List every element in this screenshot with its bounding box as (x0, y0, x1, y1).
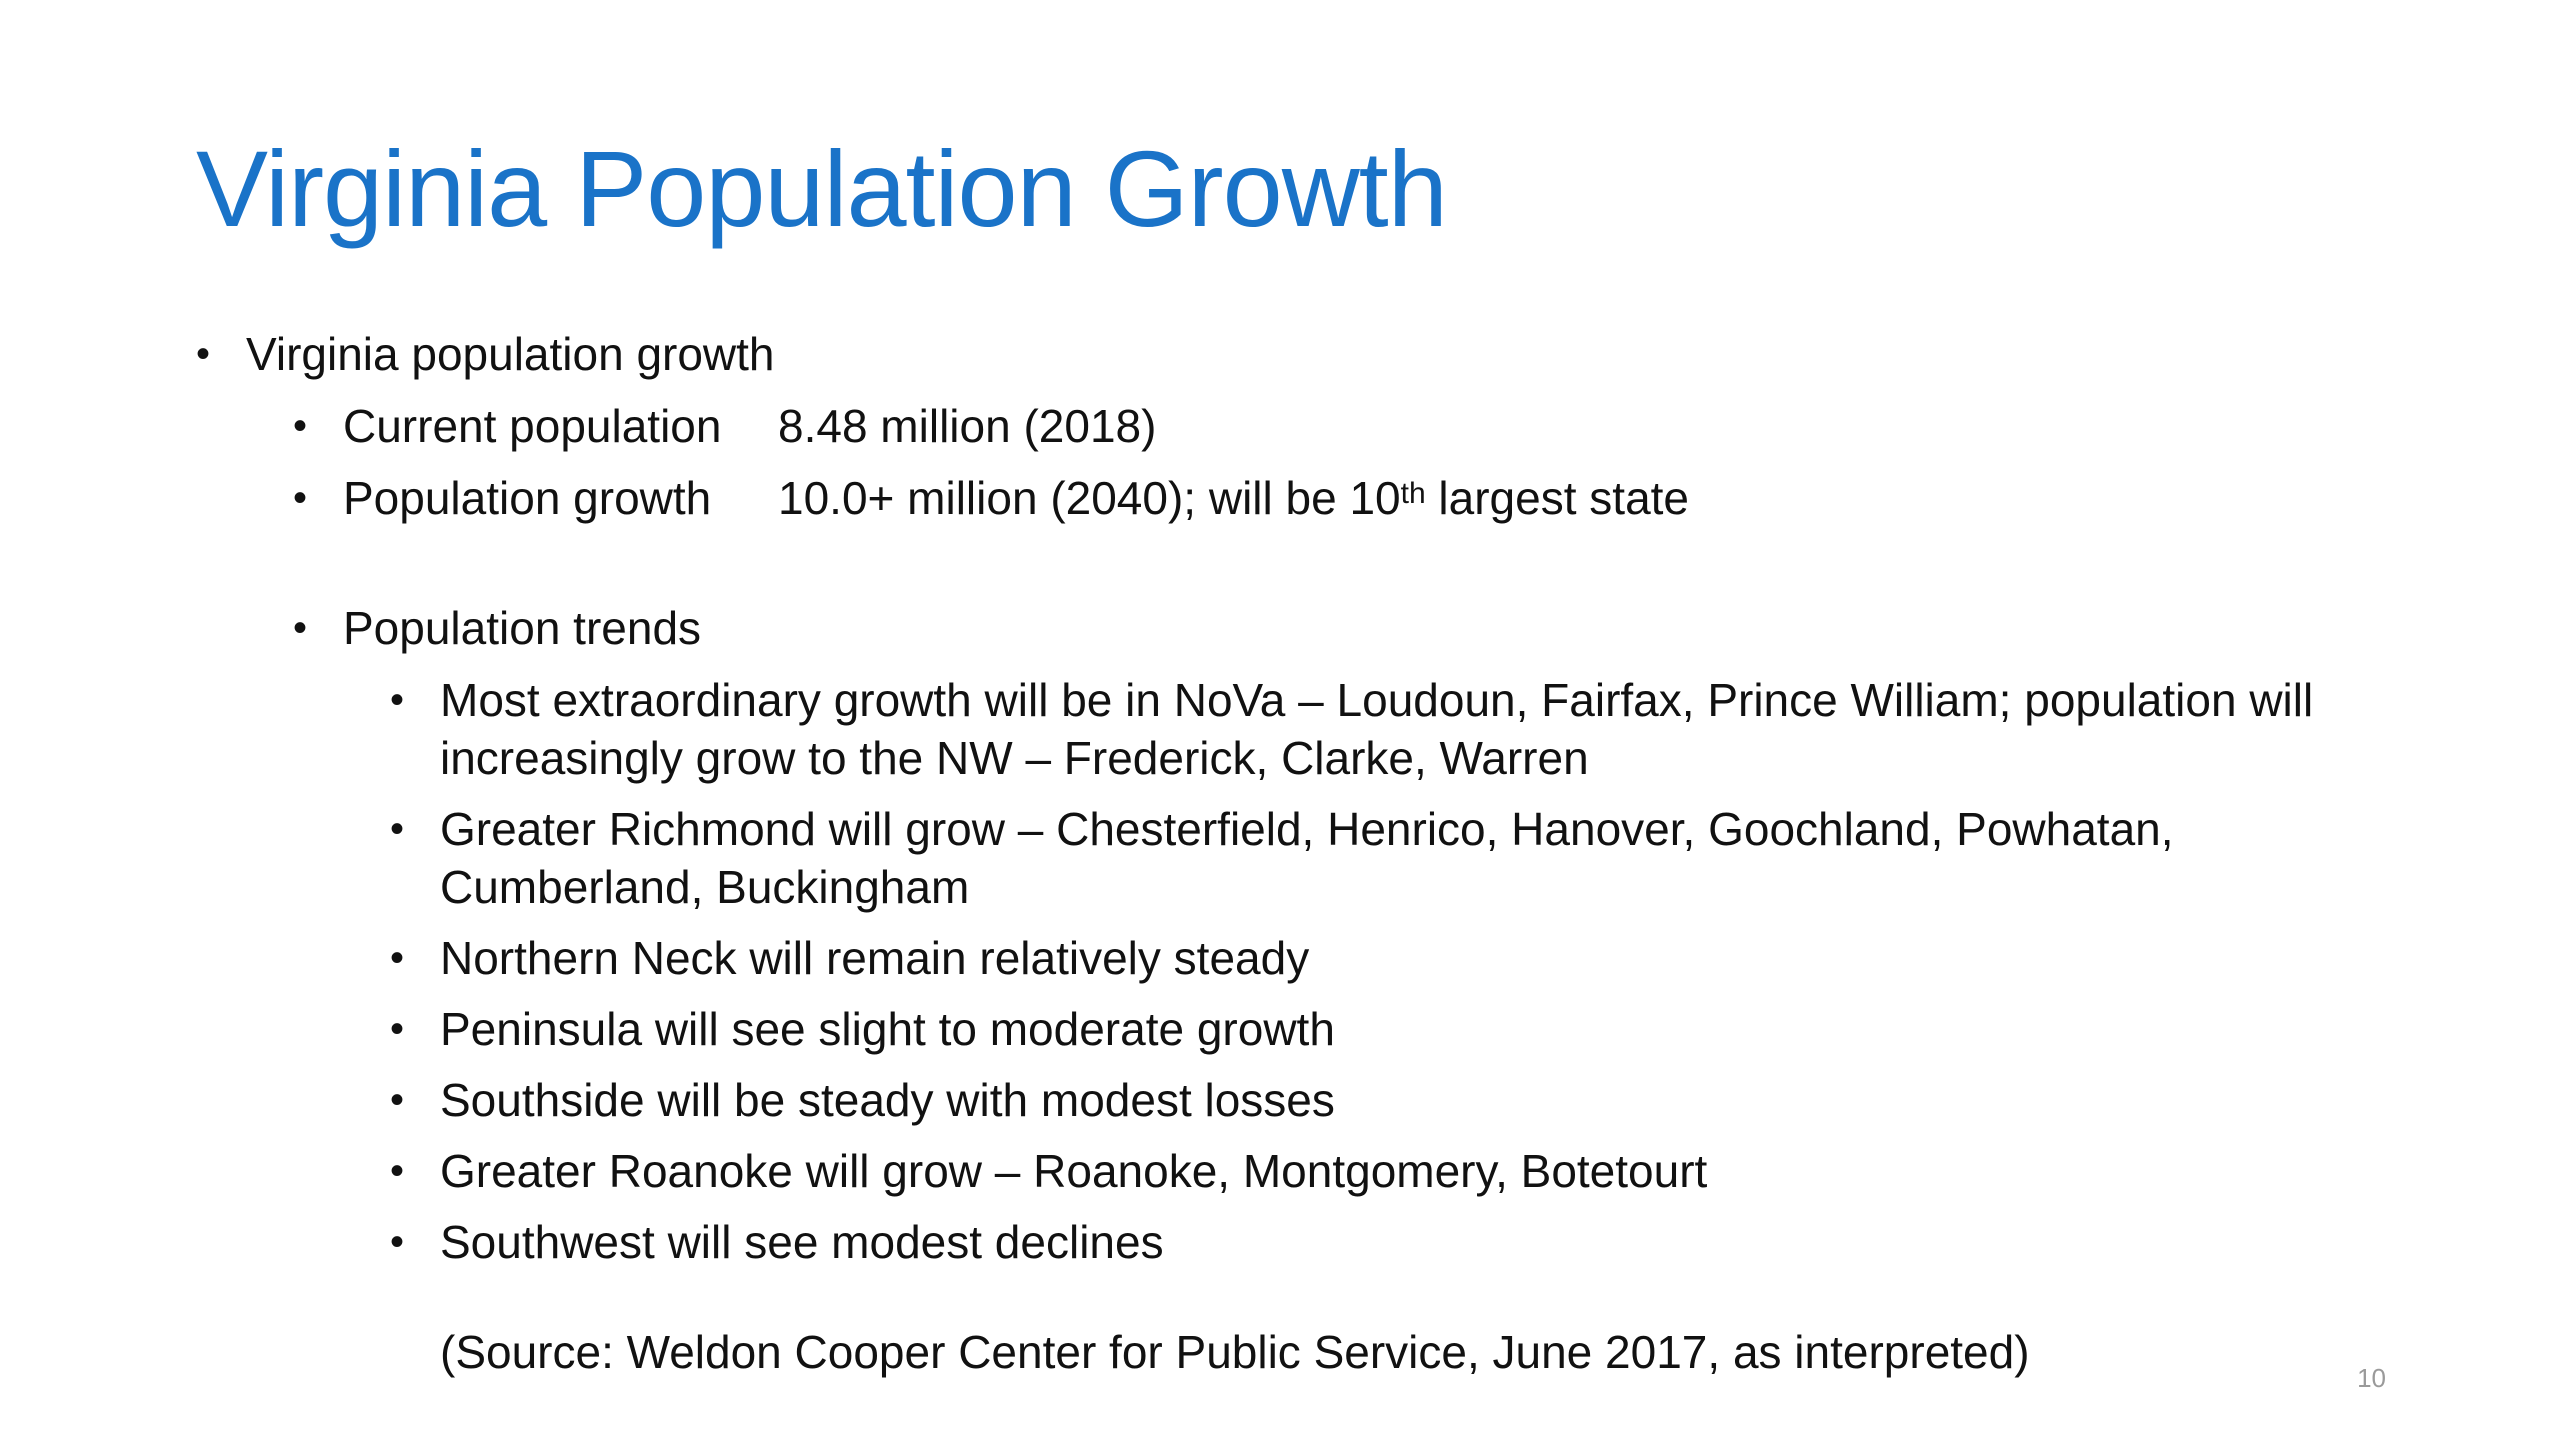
bullet-dot-icon: • (390, 807, 405, 851)
trend-item-text: Greater Roanoke will grow – Roanoke, Mon… (440, 1145, 1708, 1197)
slide-title: Virginia Population Growth (196, 128, 1448, 249)
bullet-dot-icon: • (390, 1078, 405, 1122)
trend-item-text: Southwest will see modest declines (440, 1216, 1164, 1268)
bullet-dot-icon: • (293, 606, 308, 650)
bullet-dot-icon: • (196, 332, 211, 376)
population-growth-value: 10.0+ million (2040); will be 10 (778, 472, 1401, 524)
bullet-level1: • Virginia population growth (196, 325, 2416, 383)
bullet-population-trends: • Population trends (196, 599, 2416, 657)
bullet-text: Virginia population growth (246, 328, 775, 380)
bullet-dot-icon: • (390, 1220, 405, 1264)
trend-item-text: Northern Neck will remain relatively ste… (440, 932, 1310, 984)
population-growth-value-end: largest state (1425, 472, 1690, 524)
trend-item-text: Most extraordinary growth will be in NoV… (440, 674, 2314, 784)
trend-item: • Southwest will see modest declines (196, 1213, 2416, 1271)
ordinal-suffix: th (1400, 477, 1426, 510)
bullet-current-population: • Current population 8.48 million (2018) (196, 397, 2416, 455)
population-growth-label: Population growth (343, 472, 712, 524)
bullet-population-growth: • Population growth 10.0+ million (2040);… (196, 469, 2416, 527)
trend-item-text: Greater Richmond will grow – Chesterfiel… (440, 803, 2174, 913)
page-number: 10 (2357, 1363, 2386, 1393)
current-population-label: Current population (343, 400, 722, 452)
trend-item: • Northern Neck will remain relatively s… (196, 929, 2416, 987)
bullet-text: Population trends (343, 602, 702, 654)
trend-item: • Peninsula will see slight to moderate … (196, 1000, 2416, 1058)
slide-content: • Virginia population growth • Current p… (196, 325, 2416, 1381)
trend-item: • Most extraordinary growth will be in N… (196, 671, 2416, 787)
bullet-dot-icon: • (390, 1149, 405, 1193)
trend-item: • Southside will be steady with modest l… (196, 1071, 2416, 1129)
bullet-dot-icon: • (293, 404, 308, 448)
trend-item: • Greater Roanoke will grow – Roanoke, M… (196, 1142, 2416, 1200)
trend-item: • Greater Richmond will grow – Chesterfi… (196, 800, 2416, 916)
current-population-value: 8.48 million (2018) (778, 400, 1157, 452)
trend-item-text: Southside will be steady with modest los… (440, 1074, 1335, 1126)
bullet-dot-icon: • (390, 678, 405, 722)
trend-item-text: Peninsula will see slight to moderate gr… (440, 1003, 1335, 1055)
bullet-dot-icon: • (293, 476, 308, 520)
bullet-dot-icon: • (390, 1007, 405, 1051)
bullet-dot-icon: • (390, 936, 405, 980)
source-citation: (Source: Weldon Cooper Center for Public… (440, 1326, 2030, 1378)
